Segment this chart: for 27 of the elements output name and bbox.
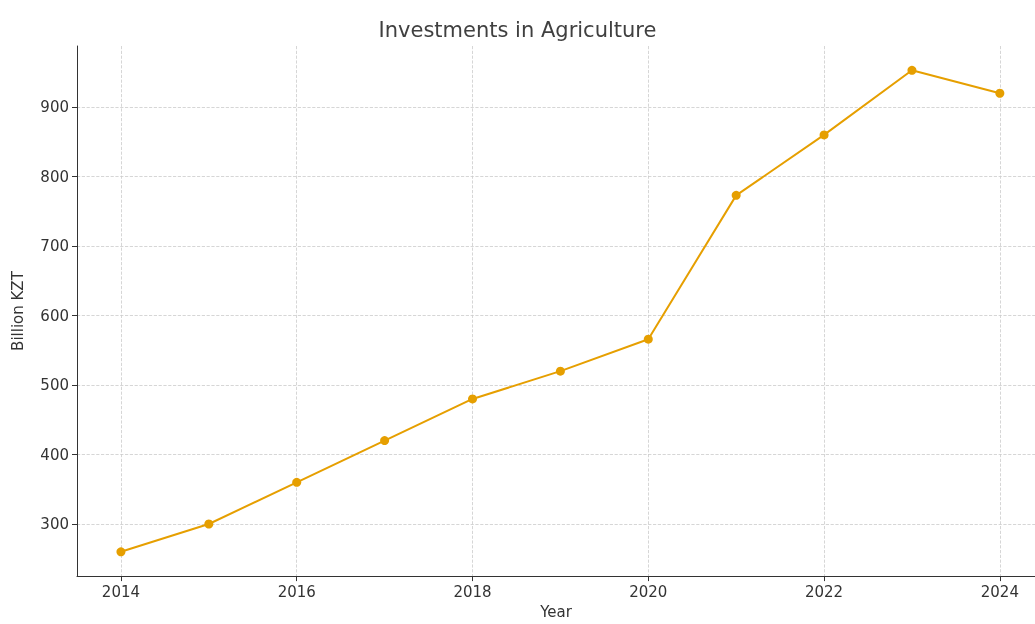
x-tick-label: 2018 (453, 582, 492, 601)
point (555, 366, 565, 376)
y-tick-label: 600 (40, 306, 69, 325)
y-tick-label: 800 (40, 167, 69, 186)
y-tick-label: 900 (40, 98, 69, 117)
y-tick-label: 400 (40, 445, 69, 464)
point (643, 334, 653, 344)
point (116, 547, 126, 557)
point (907, 65, 917, 75)
point (380, 436, 390, 446)
y-tick-label: 500 (40, 376, 69, 395)
point (995, 88, 1005, 98)
x-tick-label: 2024 (980, 582, 1019, 601)
point (819, 130, 829, 140)
y-tick-label: 700 (40, 237, 69, 256)
x-tick-label: 2022 (804, 582, 844, 601)
chart-title: Investments in Agriculture (378, 17, 657, 42)
x-tick-label: 2020 (629, 582, 668, 601)
point (204, 519, 214, 529)
y-tick-label: 300 (40, 514, 69, 533)
point (731, 190, 741, 200)
point (292, 477, 302, 487)
x-tick-label: 2014 (101, 582, 141, 601)
point (468, 394, 477, 404)
y-axis-title: Billion KZT (8, 270, 27, 351)
x-axis-title: Year (539, 602, 573, 621)
x-tick-label: 2016 (277, 582, 316, 601)
